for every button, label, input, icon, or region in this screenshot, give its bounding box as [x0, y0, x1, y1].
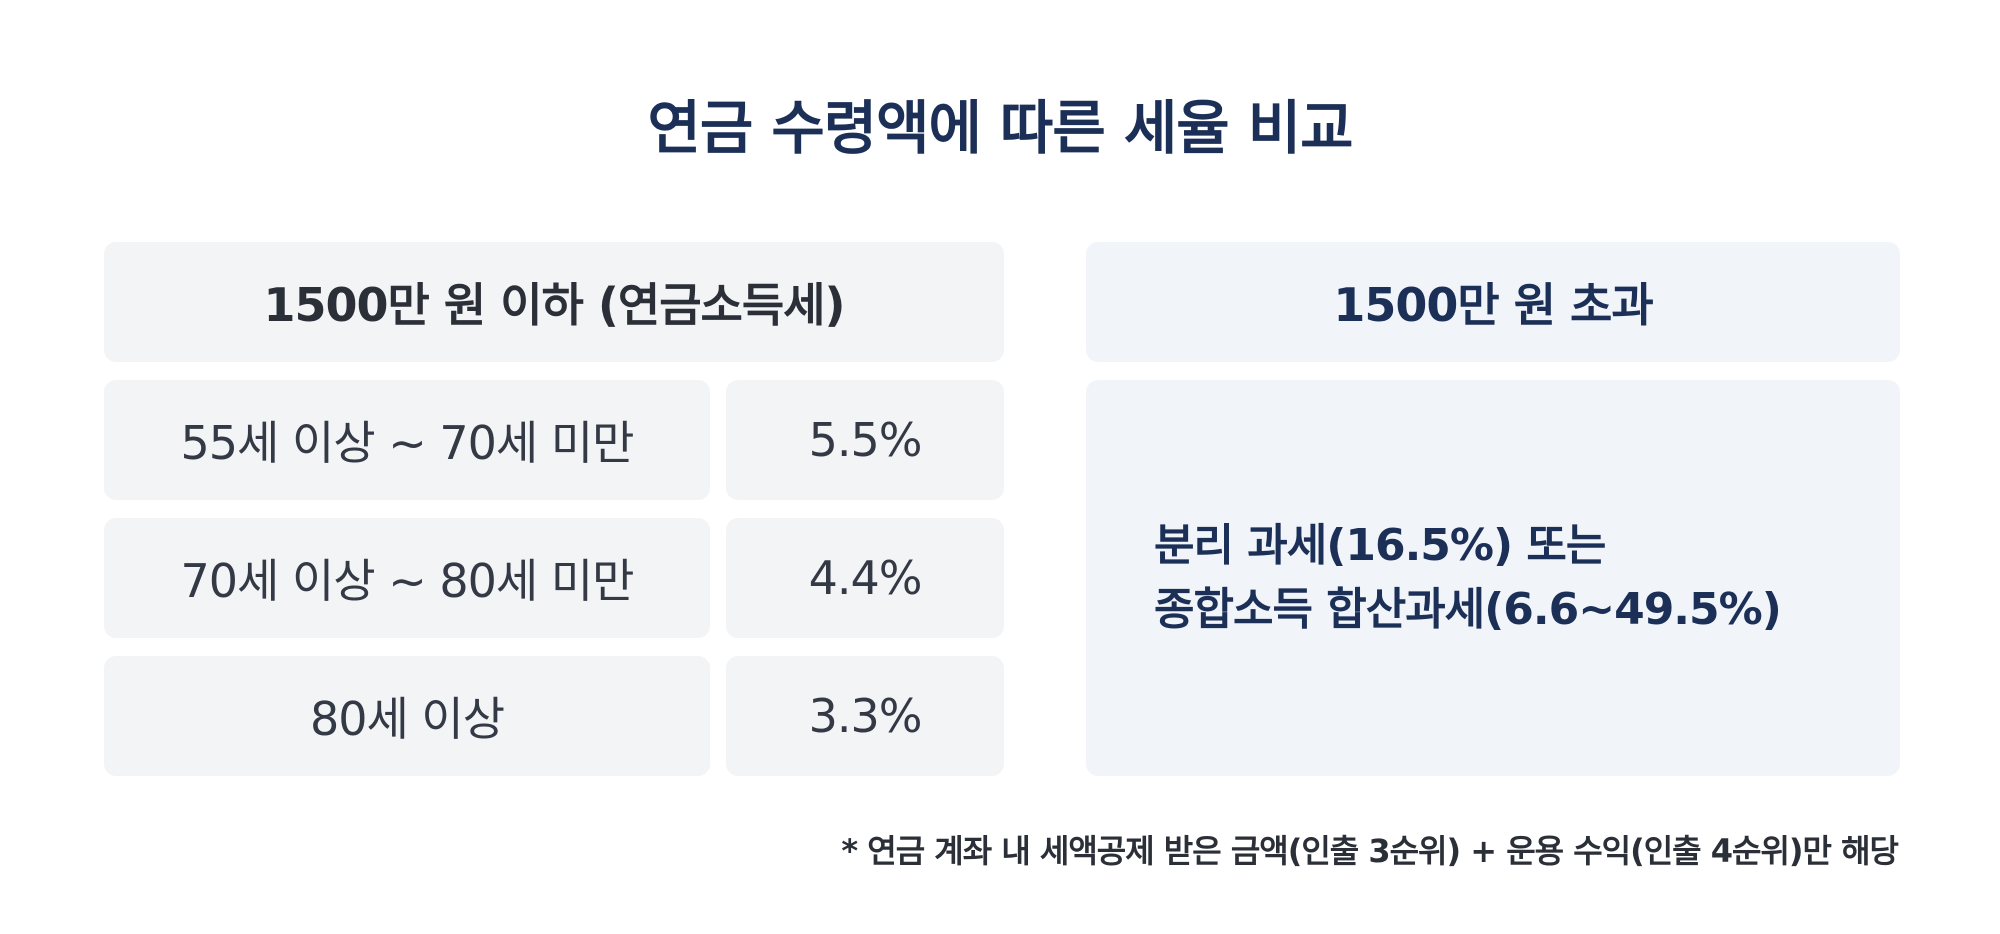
rate-cell-2: 4.4% — [726, 518, 1004, 638]
age-cell-2: 70세 이상 ~ 80세 미만 — [104, 518, 710, 638]
age-label-3: 80세 이상 — [309, 692, 505, 746]
left-table-header: 1500만 원 이하 (연금소득세) — [104, 242, 1004, 362]
rate-cell-3: 3.3% — [726, 656, 1004, 776]
age-label-1: 55세 이상 ~ 70세 미만 — [180, 416, 634, 470]
right-body-line-1: 분리 과세(16.5%) 또는 — [1154, 520, 1606, 571]
age-label-2: 70세 이상 ~ 80세 미만 — [180, 554, 634, 608]
rate-label-3: 3.3% — [808, 689, 923, 743]
right-table-header-label: 1500만 원 초과 — [1333, 278, 1653, 332]
left-table-header-label: 1500만 원 이하 (연금소득세) — [263, 278, 846, 332]
rate-cell-1: 5.5% — [726, 380, 1004, 500]
footnote: * 연금 계좌 내 세액공제 받은 금액(인출 3순위) + 운용 수익(인출 … — [841, 832, 1899, 870]
age-cell-3: 80세 이상 — [104, 656, 710, 776]
right-body-line-2: 종합소득 합산과세(6.6~49.5%) — [1154, 584, 1782, 635]
rate-label-2: 4.4% — [808, 551, 923, 605]
right-body-text: 분리 과세(16.5%) 또는 종합소득 합산과세(6.6~49.5%) — [1154, 514, 1782, 642]
age-cell-1: 55세 이상 ~ 70세 미만 — [104, 380, 710, 500]
right-table-header: 1500만 원 초과 — [1086, 242, 1900, 362]
page-title: 연금 수령액에 따른 세율 비교 — [647, 94, 1353, 162]
rate-label-1: 5.5% — [808, 413, 923, 467]
right-table-body: 분리 과세(16.5%) 또는 종합소득 합산과세(6.6~49.5%) — [1086, 380, 1900, 776]
